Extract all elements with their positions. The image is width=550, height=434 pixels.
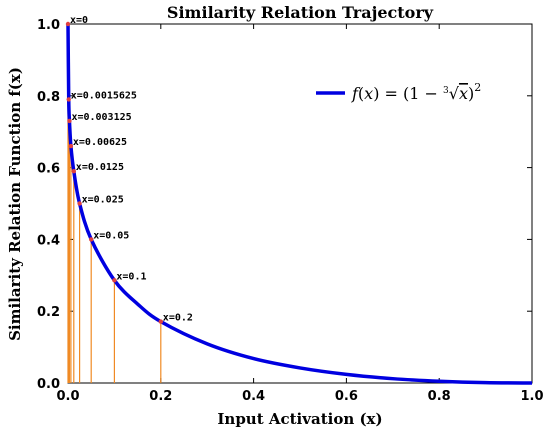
legend-label: f(x) = (1 − 3√x)2 xyxy=(351,81,481,103)
annotation-label: x=0.0015625 xyxy=(71,90,137,101)
y-tick-label: 0.4 xyxy=(37,233,60,248)
y-tick-label: 0.6 xyxy=(37,162,60,177)
axis-ticks: 0.0 0.2 0.4 0.6 0.8 1.0 0.0 0.2 0.4 0.6 0.8 1.0 xyxy=(37,18,544,404)
annotation-marker xyxy=(66,97,71,102)
annotation-marker xyxy=(71,168,77,174)
x-tick-label: 0.2 xyxy=(149,389,172,404)
annotation-marker xyxy=(158,319,163,324)
x-axis-label: Input Activation (x) xyxy=(217,410,382,428)
annotation-label: x=0 xyxy=(70,15,88,26)
annotation-marker xyxy=(89,237,94,242)
annotation-marker xyxy=(67,118,72,124)
x-tick-label: 0.4 xyxy=(242,389,265,404)
x-tick-label: 0.8 xyxy=(428,389,451,404)
x-tick-label: 0.6 xyxy=(335,389,358,404)
y-tick-label: 1.0 xyxy=(37,18,60,33)
plot-frame xyxy=(67,23,533,384)
x-tick-label: 1.0 xyxy=(520,389,543,404)
y-tick-label: 0.0 xyxy=(37,377,60,392)
y-tick-label: 0.2 xyxy=(37,305,60,320)
annotation-labels: x=0 x=0.0015625 x=0.003125 x=0.00625 x=0.012… xyxy=(70,15,193,324)
x-tick-label: 0.0 xyxy=(56,389,79,404)
chart-title: Similarity Relation Trajectory xyxy=(167,3,434,22)
series-line xyxy=(66,23,533,385)
annotation-label: x=0.1 xyxy=(116,271,146,282)
annotation-label: x=0.003125 xyxy=(71,112,131,123)
annotation-marker xyxy=(112,278,117,283)
legend: f(x) = (1 − 3√x)2 xyxy=(316,81,481,103)
annotation-label: x=0.00625 xyxy=(73,137,127,148)
annotation-marker xyxy=(68,143,74,149)
annotation-label: x=0.0125 xyxy=(76,162,124,173)
annotation-label: x=0.2 xyxy=(163,313,193,324)
annotation-markers xyxy=(65,21,163,324)
y-axis-label: Similarity Relation Function f(x) xyxy=(6,67,24,341)
annotation-label: x=0.025 xyxy=(82,195,124,206)
annotation-marker xyxy=(77,201,82,206)
y-tick-label: 0.8 xyxy=(37,90,60,105)
annotation-label: x=0.05 xyxy=(93,230,129,241)
annotation-marker xyxy=(65,21,71,27)
